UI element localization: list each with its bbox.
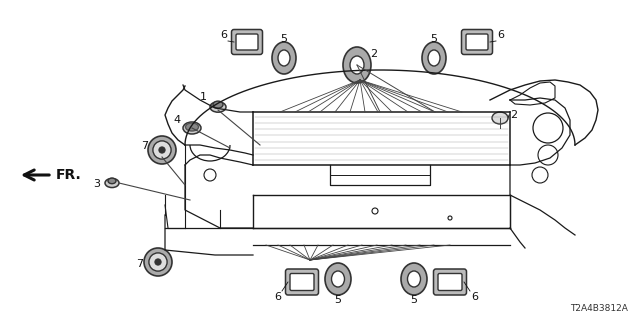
Ellipse shape (350, 56, 364, 74)
Circle shape (533, 113, 563, 143)
Circle shape (148, 136, 176, 164)
Circle shape (149, 253, 167, 271)
Text: 5: 5 (410, 295, 417, 305)
Text: 1: 1 (200, 92, 207, 102)
Ellipse shape (408, 271, 420, 287)
Text: 4: 4 (174, 115, 181, 125)
Text: FR.: FR. (56, 168, 82, 182)
Ellipse shape (183, 122, 201, 134)
Ellipse shape (401, 263, 427, 295)
Text: 6: 6 (220, 30, 227, 40)
Text: 7: 7 (136, 259, 143, 269)
FancyBboxPatch shape (466, 34, 488, 50)
Ellipse shape (332, 271, 344, 287)
Ellipse shape (272, 42, 296, 74)
FancyBboxPatch shape (236, 34, 258, 50)
Text: 6: 6 (274, 292, 281, 302)
Text: 5: 5 (335, 295, 342, 305)
Ellipse shape (343, 47, 371, 83)
Circle shape (448, 216, 452, 220)
Text: 5: 5 (280, 34, 287, 44)
Text: 5: 5 (431, 34, 438, 44)
Ellipse shape (108, 178, 116, 184)
Circle shape (372, 208, 378, 214)
FancyBboxPatch shape (461, 29, 493, 54)
Ellipse shape (105, 179, 119, 188)
Ellipse shape (428, 50, 440, 66)
FancyBboxPatch shape (433, 269, 467, 295)
Text: 3: 3 (93, 179, 100, 189)
Circle shape (159, 147, 165, 153)
FancyBboxPatch shape (438, 274, 462, 291)
Text: 6: 6 (497, 30, 504, 40)
Text: 7: 7 (141, 141, 148, 151)
Ellipse shape (213, 101, 223, 108)
FancyBboxPatch shape (290, 274, 314, 291)
Text: 6: 6 (471, 292, 478, 302)
Text: 2: 2 (370, 49, 377, 59)
Circle shape (153, 141, 171, 159)
Ellipse shape (325, 263, 351, 295)
Ellipse shape (492, 112, 508, 124)
Ellipse shape (210, 102, 226, 112)
Text: T2A4B3812A: T2A4B3812A (570, 304, 628, 313)
Ellipse shape (278, 50, 290, 66)
Circle shape (155, 259, 161, 265)
Circle shape (144, 248, 172, 276)
Text: 2: 2 (510, 110, 517, 120)
Circle shape (204, 169, 216, 181)
Circle shape (538, 145, 558, 165)
Circle shape (532, 167, 548, 183)
Ellipse shape (186, 123, 198, 131)
FancyBboxPatch shape (232, 29, 262, 54)
FancyBboxPatch shape (285, 269, 319, 295)
Ellipse shape (422, 42, 446, 74)
